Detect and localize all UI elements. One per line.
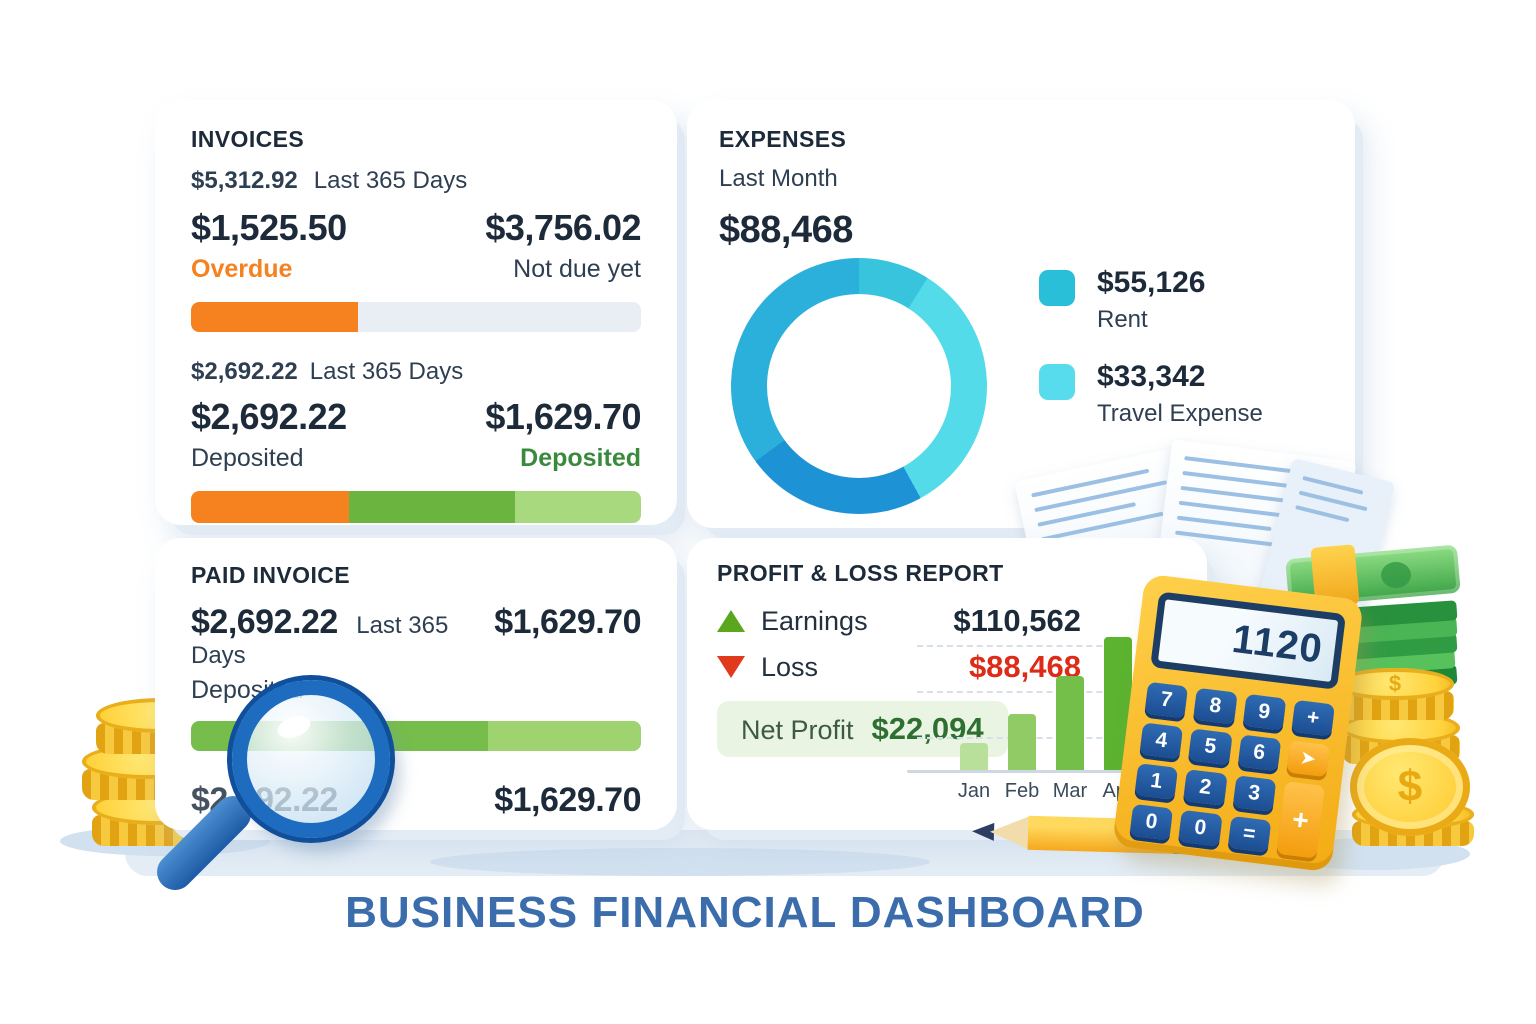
travel-label: Travel Expense xyxy=(1097,400,1263,427)
calculator: 1120 7 8 9 + 4 5 6 ➤ 1 2 3 + 0 0 = xyxy=(1112,573,1364,873)
calculator-keypad: 7 8 9 + 4 5 6 ➤ 1 2 3 + 0 0 = xyxy=(1129,681,1335,859)
deposit-segment-green xyxy=(348,491,515,523)
calc-key-2[interactable]: 2 xyxy=(1183,769,1228,806)
magnifier-shadow xyxy=(430,848,930,876)
deposited-left-label: Deposited xyxy=(191,444,304,472)
gridline xyxy=(917,645,1202,647)
magnifying-glass-icon xyxy=(149,680,390,898)
calc-key-arrow[interactable]: ➤ xyxy=(1286,740,1330,778)
paid-bottom-right-amount: $1,629.70 xyxy=(494,781,641,819)
loss-down-triangle-icon xyxy=(717,656,745,678)
deposit-summary-period: Last 365 Days xyxy=(309,358,464,385)
travel-value: $33,342 xyxy=(1097,360,1206,393)
deposit-segment-lightgreen xyxy=(515,491,641,523)
calc-key-plus-large[interactable]: + xyxy=(1276,781,1325,859)
earnings-label: Earnings xyxy=(761,605,868,636)
deposit-segment-orange xyxy=(191,491,349,523)
calc-key-4[interactable]: 4 xyxy=(1139,722,1184,760)
deposit-summary-value: $2,692.22 xyxy=(191,358,298,385)
earnings-value: $110,562 xyxy=(953,603,1081,638)
rent-value: $55,126 xyxy=(1097,266,1206,299)
calc-key-0b[interactable]: 0 xyxy=(1178,809,1223,847)
donut-hole xyxy=(767,294,951,478)
invoices-summary-period: Last 365 Days xyxy=(313,167,468,194)
calc-key-9[interactable]: 9 xyxy=(1242,693,1287,731)
net-profit-value: $22,094 xyxy=(871,711,984,746)
calc-key-3[interactable]: 3 xyxy=(1232,775,1277,812)
label-jan: Jan xyxy=(957,780,991,802)
bar-jan xyxy=(960,743,988,770)
paid-right-amount: $1,629.70 xyxy=(494,603,641,641)
profit-loss-title: PROFIT & LOSS REPORT xyxy=(717,560,1004,586)
calc-key-equals[interactable]: = xyxy=(1227,815,1272,853)
calc-key-0[interactable]: 0 xyxy=(1129,803,1174,841)
calc-key-8[interactable]: 8 xyxy=(1193,687,1238,725)
legend-item-rent: $55,126 Rent xyxy=(1039,266,1263,334)
calculator-display: 1120 xyxy=(1150,591,1347,690)
gold-coin-icon: $ xyxy=(1336,668,1454,720)
paid-invoice-title: PAID INVOICE xyxy=(191,562,351,588)
net-profit-label: Net Profit xyxy=(741,715,854,745)
overdue-progress-fill xyxy=(191,302,358,332)
magnifier-lens xyxy=(232,680,390,838)
rent-swatch-icon xyxy=(1039,270,1075,306)
loss-label: Loss xyxy=(761,651,819,682)
label-feb: Feb xyxy=(1004,780,1040,802)
invoices-card: INVOICES $5,312.92 Last 365 Days $1,525.… xyxy=(155,100,677,525)
not-due-amount: $3,756.02 xyxy=(485,207,641,248)
not-due-label: Not due yet xyxy=(513,255,641,283)
expenses-period: Last Month xyxy=(719,165,838,192)
paid-period: Last 365 Days xyxy=(191,612,449,669)
deposited-left-amount: $2,692.22 xyxy=(191,396,347,437)
rent-label: Rent xyxy=(1097,306,1148,333)
calc-key-plus[interactable]: + xyxy=(1291,699,1335,737)
page-title: BUSINESS FINANCIAL DASHBOARD xyxy=(345,888,1145,937)
money-stack-icon xyxy=(1284,544,1465,717)
x-axis-line xyxy=(907,770,1207,773)
calc-key-6[interactable]: 6 xyxy=(1237,734,1282,772)
gold-dollar-coin-icon: $ xyxy=(1350,738,1470,836)
paid-left-amount: $2,692.22 xyxy=(191,603,338,641)
calc-key-7[interactable]: 7 xyxy=(1144,681,1189,719)
legend-item-travel: $33,342 Travel Expense xyxy=(1039,360,1263,428)
net-profit-badge: Net Profit $22,094 xyxy=(717,701,1008,757)
overdue-progress-bar xyxy=(191,302,641,332)
invoices-title: INVOICES xyxy=(191,126,305,152)
bar-feb xyxy=(1008,714,1036,770)
expenses-donut-chart xyxy=(731,258,987,514)
invoices-summary-value: $5,312.92 xyxy=(191,167,298,194)
deposited-right-label: Deposited xyxy=(520,444,641,472)
expenses-total: $88,468 xyxy=(719,209,853,251)
deposit-progress-bar xyxy=(191,491,641,523)
deposited-right-amount: $1,629.70 xyxy=(485,396,641,437)
calc-key-1[interactable]: 1 xyxy=(1134,763,1179,800)
calc-key-5[interactable]: 5 xyxy=(1188,728,1233,766)
expenses-legend: $55,126 Rent $33,342 Travel Expense xyxy=(1039,266,1263,454)
overdue-amount: $1,525.50 xyxy=(191,207,347,248)
bar-mar xyxy=(1056,676,1084,770)
lens-glint xyxy=(274,711,314,743)
travel-swatch-icon xyxy=(1039,364,1075,400)
paid-segment-light xyxy=(488,721,641,751)
profit-loss-bar-chart: Jan Feb Mar Apr xyxy=(907,538,1207,830)
expenses-title: EXPENSES xyxy=(719,126,847,152)
label-mar: Mar xyxy=(1052,780,1088,802)
overdue-label: Overdue xyxy=(191,255,293,283)
earnings-up-triangle-icon xyxy=(717,610,745,632)
